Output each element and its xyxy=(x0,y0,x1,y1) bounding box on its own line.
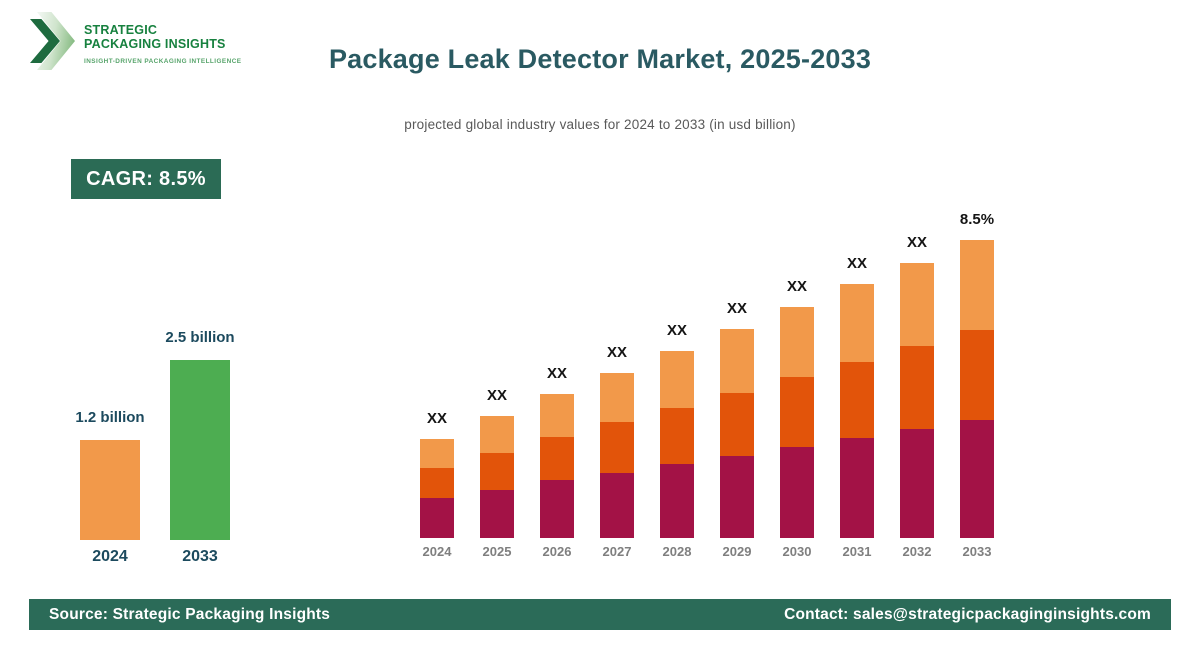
mini-bar-2024 xyxy=(80,440,140,540)
stacked-bar-column-2028: XX 2028 xyxy=(660,322,694,559)
mini-bar-value-label: 2.5 billion xyxy=(165,329,235,346)
segment-bottom xyxy=(960,420,994,538)
stacked-bar-top-label: XX xyxy=(426,410,447,427)
mini-bar-year-label: 2033 xyxy=(182,548,218,565)
stacked-bar-column-2026: XX 2026 xyxy=(540,365,574,559)
segment-top xyxy=(840,284,874,362)
stacked-bar-column-2031: XX 2031 xyxy=(840,255,874,559)
stacked-bar-top-label: XX xyxy=(786,278,807,295)
segment-top xyxy=(600,373,634,422)
stacked-bar-year-label: 2026 xyxy=(542,544,572,559)
mini-bar-value-label: 1.2 billion xyxy=(75,409,145,426)
stacked-bar-column-2029: XX 2029 xyxy=(720,300,754,559)
stacked-bar-top-label: XX xyxy=(726,300,747,317)
segment-middle xyxy=(840,362,874,438)
brand-name-line2: PACKAGING INSIGHTS xyxy=(84,37,226,51)
stacked-bar-top-label: XX xyxy=(546,365,567,382)
brand-tagline: INSIGHT-DRIVEN PACKAGING INTELLIGENCE xyxy=(84,58,242,65)
stacked-bar-year-label: 2024 xyxy=(422,544,452,559)
stacked-bar-year-label: 2028 xyxy=(662,544,692,559)
segment-middle xyxy=(480,453,514,490)
segment-middle xyxy=(660,408,694,464)
segment-bottom xyxy=(420,498,454,538)
chart-subtitle: projected global industry values for 202… xyxy=(404,117,796,132)
brand-name-line1: STRATEGIC xyxy=(84,23,158,37)
segment-bottom xyxy=(780,447,814,538)
stacked-bar-top-label: XX xyxy=(906,234,927,251)
stacked-bar-year-label: 2027 xyxy=(602,544,632,559)
segment-bottom xyxy=(900,429,934,538)
mini-bar-column-2024: 1.2 billion 2024 xyxy=(75,409,144,565)
segment-top xyxy=(540,394,574,437)
segment-top xyxy=(660,351,694,408)
segment-top xyxy=(420,439,454,468)
stacked-bar-column-2025: XX 2025 xyxy=(480,387,514,559)
footer-contact: Contact: sales@strategicpackaginginsight… xyxy=(784,605,1151,623)
stacked-bar-year-label: 2030 xyxy=(782,544,812,559)
stacked-bar-top-label: 8.5% xyxy=(959,211,995,228)
stacked-bar-top-label: XX xyxy=(606,344,627,361)
segment-top xyxy=(720,329,754,393)
stacked-bar-column-2032: XX 2032 xyxy=(900,234,934,559)
stacked-bar-top-label: XX xyxy=(666,322,687,339)
segment-bottom xyxy=(600,473,634,538)
segment-top xyxy=(900,263,934,346)
stacked-bar-column-2024: XX 2024 xyxy=(420,410,454,559)
segment-middle xyxy=(900,346,934,429)
stacked-bar-top-label: XX xyxy=(846,255,867,272)
segment-top xyxy=(780,307,814,377)
stacked-bar-year-label: 2025 xyxy=(482,544,512,559)
segment-bottom xyxy=(540,480,574,538)
footer-source: Source: Strategic Packaging Insights xyxy=(49,605,331,623)
footer-bar: Source: Strategic Packaging Insights Con… xyxy=(29,599,1171,630)
stacked-bar-top-label: XX xyxy=(486,387,507,404)
stacked-bar-year-label: 2031 xyxy=(842,544,872,559)
mini-bar-year-label: 2024 xyxy=(92,548,128,565)
segment-bottom xyxy=(720,456,754,538)
segment-bottom xyxy=(480,490,514,538)
page-title: Package Leak Detector Market, 2025-2033 xyxy=(328,44,872,74)
segment-middle xyxy=(420,468,454,498)
mini-bar-column-2033: 2.5 billion 2033 xyxy=(165,329,234,565)
segment-middle xyxy=(720,393,754,456)
stacked-bar-year-label: 2033 xyxy=(962,544,992,559)
stacked-bar-chart: XX 2024 XX 2025 XX 2026 XX 2027 XX 2028 XX 2029 XX 20… xyxy=(420,178,995,559)
summary-bar-chart: 1.2 billion 2024 2.5 billion 2033 xyxy=(75,314,234,565)
stacked-bar-column-2033: 8.5% 2033 xyxy=(959,211,995,559)
stacked-bar-column-2030: XX 2030 xyxy=(780,278,814,559)
segment-top xyxy=(480,416,514,453)
mini-bar-2033 xyxy=(170,360,230,540)
brand-logo-text: STRATEGIC PACKAGING INSIGHTS INSIGHT-DRI… xyxy=(84,12,242,65)
segment-middle xyxy=(540,437,574,480)
segment-middle xyxy=(960,330,994,420)
segment-middle xyxy=(600,422,634,473)
segment-top xyxy=(960,240,994,330)
brand-logo: STRATEGIC PACKAGING INSIGHTS INSIGHT-DRI… xyxy=(30,12,242,70)
stacked-bar-year-label: 2029 xyxy=(722,544,752,559)
stacked-bar-column-2027: XX 2027 xyxy=(600,344,634,559)
segment-middle xyxy=(780,377,814,447)
segment-bottom xyxy=(840,438,874,538)
cagr-badge: CAGR: 8.5% xyxy=(71,159,221,199)
segment-bottom xyxy=(660,464,694,538)
stacked-bar-year-label: 2032 xyxy=(902,544,932,559)
chevron-logo-icon xyxy=(30,12,75,70)
